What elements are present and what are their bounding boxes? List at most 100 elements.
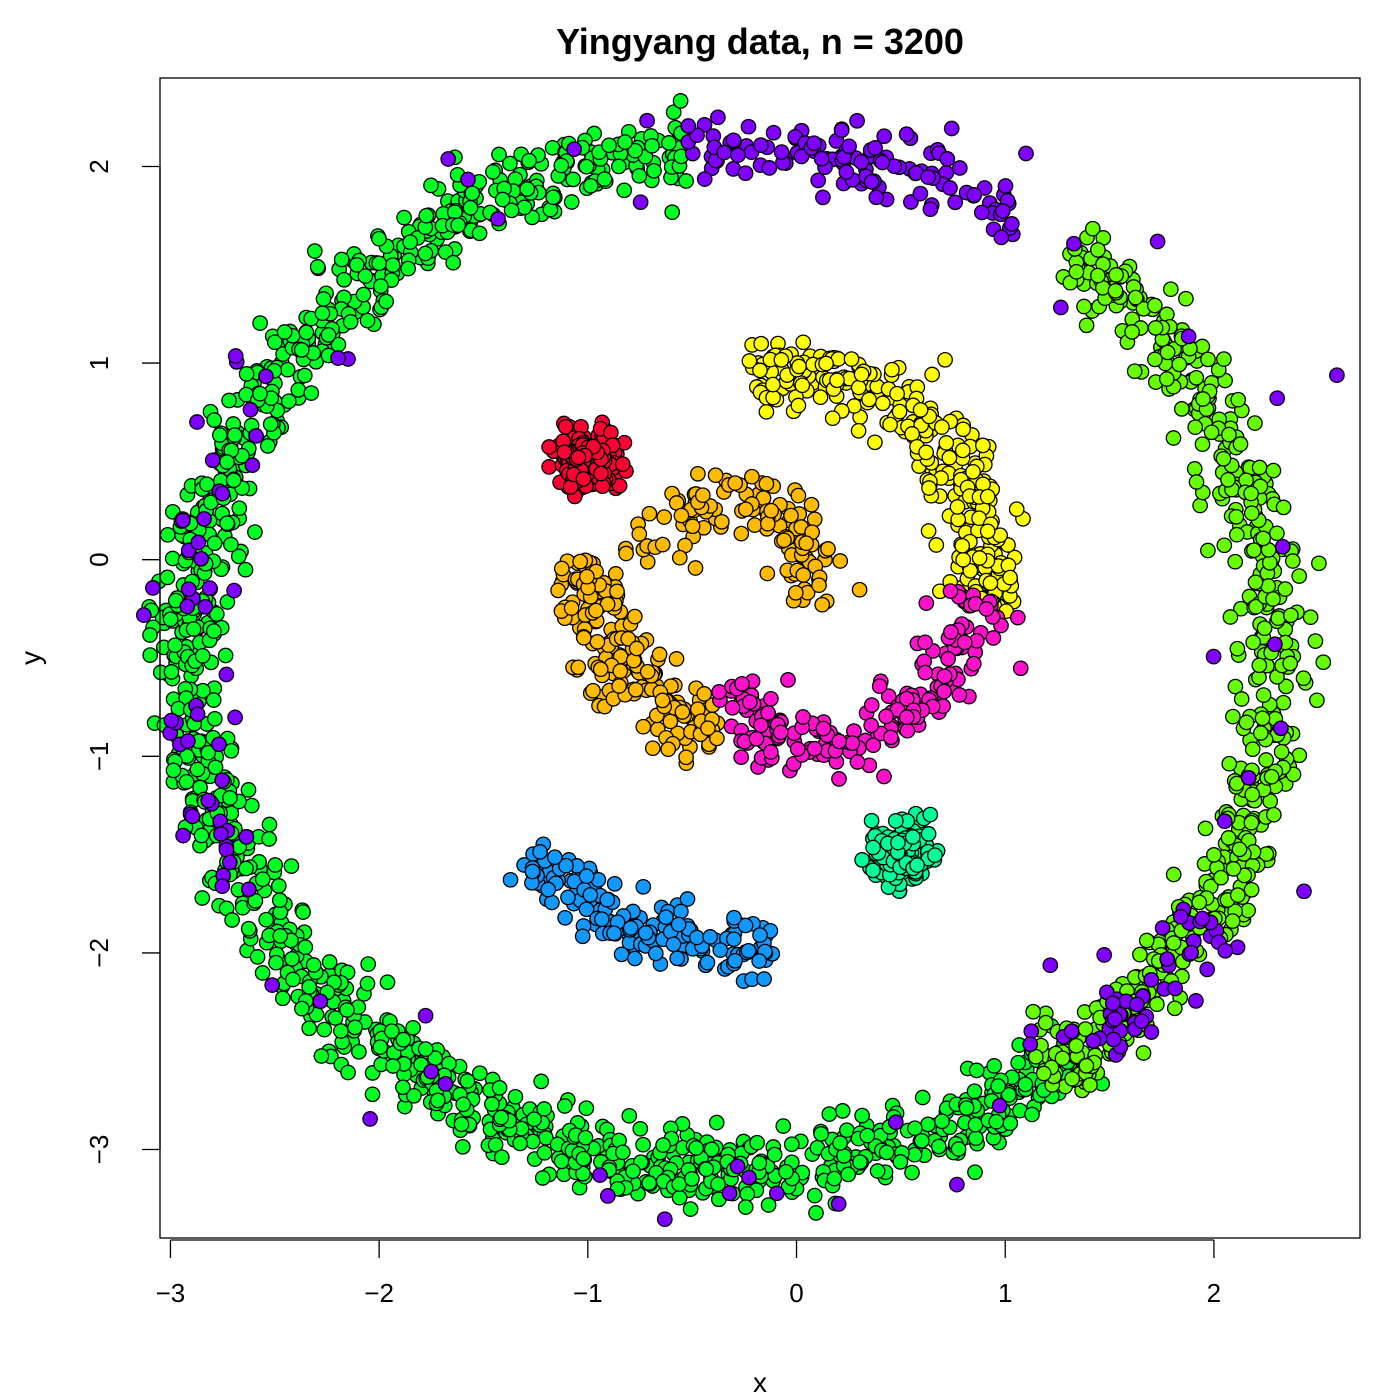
data-point	[563, 600, 580, 616]
data-point	[678, 749, 694, 766]
data-point	[347, 1019, 363, 1036]
x-tick-label: −3	[156, 1278, 186, 1308]
data-point	[373, 278, 389, 294]
data-point	[178, 773, 195, 790]
data-point	[710, 1176, 726, 1193]
data-point	[196, 511, 212, 527]
data-point	[1135, 1045, 1152, 1061]
data-point	[314, 305, 331, 322]
data-point	[1231, 841, 1248, 858]
data-point	[402, 234, 419, 250]
data-point	[1302, 609, 1319, 626]
data-point	[348, 257, 365, 273]
data-point	[1133, 1013, 1150, 1030]
data-point	[1240, 902, 1256, 919]
data-point	[1240, 769, 1257, 786]
data-point	[378, 293, 395, 310]
data-point	[1224, 913, 1241, 929]
data-point	[1284, 553, 1301, 569]
data-point	[165, 762, 182, 779]
data-point	[818, 355, 834, 372]
data-point	[725, 132, 742, 149]
data-point	[783, 1136, 800, 1153]
data-point	[917, 634, 933, 651]
data-point	[205, 692, 222, 708]
data-point	[609, 583, 625, 600]
data-point	[1251, 459, 1268, 476]
data-point	[566, 141, 582, 158]
data-point	[863, 812, 880, 829]
data-point	[852, 1154, 868, 1170]
data-point	[940, 651, 956, 667]
data-point	[303, 385, 320, 401]
data-point	[1232, 436, 1249, 452]
data-point	[741, 353, 758, 369]
data-point	[1273, 720, 1289, 737]
data-point	[871, 678, 888, 695]
data-point	[941, 449, 958, 466]
data-point	[727, 475, 744, 491]
data-point	[1194, 436, 1211, 453]
data-point	[541, 459, 557, 475]
data-point	[867, 434, 883, 451]
data-point	[876, 128, 893, 145]
data-point	[618, 545, 634, 562]
data-point	[1078, 317, 1095, 334]
data-point	[1216, 351, 1232, 367]
data-point	[1068, 1037, 1085, 1054]
data-point	[423, 1063, 440, 1080]
data-point	[450, 217, 467, 234]
data-point	[656, 509, 673, 525]
data-point	[560, 889, 576, 906]
data-point	[759, 565, 776, 582]
data-point	[491, 146, 507, 163]
data-point	[254, 965, 271, 981]
data-point	[484, 1096, 500, 1112]
data-point	[464, 185, 481, 202]
data-point	[671, 549, 688, 566]
data-point	[1162, 281, 1179, 298]
y-axis: −3 −2 −1 0 1 2	[84, 159, 161, 1164]
data-point	[351, 1043, 367, 1060]
data-point	[1022, 1036, 1039, 1053]
data-point	[227, 348, 244, 364]
data-point	[270, 878, 287, 894]
data-point	[1126, 363, 1143, 380]
data-point	[339, 1002, 355, 1018]
data-point	[1238, 714, 1255, 731]
y-tick-label: −1	[84, 741, 114, 771]
data-point	[214, 772, 231, 789]
data-point	[596, 171, 613, 187]
data-point	[955, 551, 972, 568]
data-point	[1166, 1000, 1183, 1017]
data-point	[815, 189, 831, 206]
data-point	[639, 663, 656, 680]
data-point	[1017, 1076, 1034, 1093]
data-point	[951, 687, 968, 703]
data-point	[1255, 530, 1272, 547]
data-point	[1252, 725, 1269, 741]
data-point	[1291, 568, 1308, 584]
data-point	[690, 465, 706, 482]
data-point	[1149, 233, 1166, 250]
data-point	[592, 1167, 608, 1183]
data-point	[1105, 1031, 1122, 1048]
data-point	[417, 245, 434, 262]
data-point	[632, 194, 649, 211]
data-point	[1082, 1077, 1098, 1093]
data-point	[863, 697, 880, 713]
data-point	[752, 927, 768, 943]
data-point	[758, 475, 775, 492]
data-point	[1165, 866, 1182, 883]
data-point	[1206, 847, 1222, 863]
data-point	[272, 928, 289, 944]
data-point	[737, 917, 754, 934]
data-point	[1246, 542, 1262, 559]
data-point	[669, 950, 686, 967]
data-point	[546, 849, 563, 866]
data-point	[240, 881, 257, 898]
data-point	[254, 871, 271, 888]
data-point	[863, 173, 880, 190]
data-point	[284, 951, 300, 967]
data-point	[238, 829, 255, 845]
